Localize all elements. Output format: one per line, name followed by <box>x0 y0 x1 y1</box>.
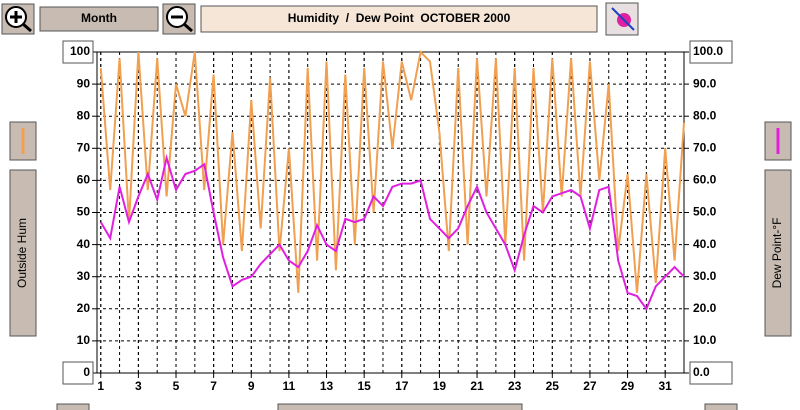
period-label: Month <box>81 11 117 25</box>
y-limit-box <box>62 361 94 385</box>
y-tick-label: 80 <box>77 108 91 122</box>
y-tick-label: 0 <box>83 365 90 379</box>
x-tick-label: 9 <box>248 379 255 393</box>
y-tick-label: 10 <box>77 333 91 347</box>
y2-limit-box <box>689 361 733 385</box>
legend-label: Dew Point-°F <box>770 218 784 289</box>
y-limit-box <box>62 40 94 64</box>
y-tick-label: 90 <box>77 76 91 90</box>
y2-limit-box <box>689 40 733 64</box>
y2-tick-label: 80.0 <box>693 108 717 122</box>
y-tick-label: 70 <box>77 140 91 154</box>
scroll-bar[interactable] <box>277 403 523 410</box>
y-tick-label: 20 <box>77 301 91 315</box>
y2-tick-label: 60.0 <box>693 173 717 187</box>
scroll-right[interactable] <box>704 403 738 410</box>
x-tick-label: 11 <box>283 379 296 393</box>
y2-tick-label: 70.0 <box>693 140 717 154</box>
y2-tick-label: 30.0 <box>693 269 717 283</box>
hum-series-button[interactable] <box>9 169 37 337</box>
title-box <box>200 5 598 33</box>
legend-label: Outside Hum <box>15 218 29 288</box>
x-tick-label: 31 <box>659 379 673 393</box>
x-tick-label: 1 <box>97 379 104 393</box>
x-tick-label: 7 <box>210 379 217 393</box>
x-tick-label: 3 <box>135 379 142 393</box>
x-tick-label: 13 <box>320 379 334 393</box>
chart-title: Humidity / Dew Point OCTOBER 2000 <box>288 11 511 25</box>
series-line <box>99 153 685 311</box>
y2-tick-label: 20.0 <box>693 301 717 315</box>
y-tick-label: 30 <box>77 269 91 283</box>
y-tick-label: 50 <box>77 205 91 219</box>
y2-tick-label: 90.0 <box>693 76 717 90</box>
x-tick-label: 5 <box>173 379 180 393</box>
x-tick-label: 21 <box>470 379 484 393</box>
y2-tick-label: 0.0 <box>693 365 710 379</box>
y2-tick-label: 100.0 <box>693 44 723 58</box>
y-tick-label: 60 <box>77 173 91 187</box>
x-tick-label: 27 <box>583 379 597 393</box>
y-tick-label: 100 <box>70 44 90 58</box>
x-tick-label: 19 <box>433 379 447 393</box>
series-line <box>99 49 685 293</box>
y2-tick-label: 50.0 <box>693 205 717 219</box>
period-button[interactable] <box>39 6 159 32</box>
y2-tick-label: 40.0 <box>693 237 717 251</box>
x-tick-label: 15 <box>357 379 371 393</box>
options-icon[interactable] <box>605 2 639 36</box>
x-tick-label: 23 <box>508 379 522 393</box>
x-tick-label: 29 <box>621 379 635 393</box>
x-tick-label: 25 <box>546 379 560 393</box>
y2-tick-label: 10.0 <box>693 333 717 347</box>
y-tick-label: 40 <box>77 237 91 251</box>
dew-series-button[interactable] <box>764 169 792 337</box>
zoom-in-button[interactable] <box>1 3 35 35</box>
zoom-out-button[interactable] <box>162 3 196 35</box>
x-tick-label: 17 <box>395 379 409 393</box>
scroll-left[interactable] <box>56 403 90 410</box>
